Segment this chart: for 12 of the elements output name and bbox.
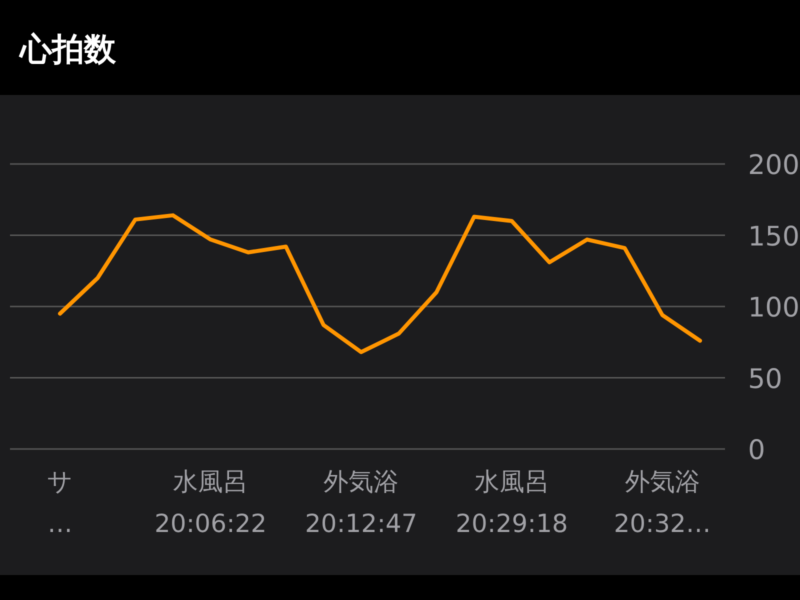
y-tick-label: 100 [748,292,800,324]
x-tick-label: 外気浴 20:12:47 [305,467,418,538]
x-tick-label: 水風呂 20:06:22 [154,467,267,538]
y-tick-label: 200 [748,150,800,181]
x-tick-label: 外気浴 20:32… [614,467,711,538]
line-series [58,213,702,354]
y-tick-label: 50 [748,364,782,395]
y-tick-label: 0 [748,435,766,466]
y-tick-label: 150 [748,221,800,252]
x-tick-label: 水風呂 20:29:18 [456,467,568,538]
chart-title: 心拍数 [18,30,117,68]
x-tick-label: サ … [47,467,73,538]
